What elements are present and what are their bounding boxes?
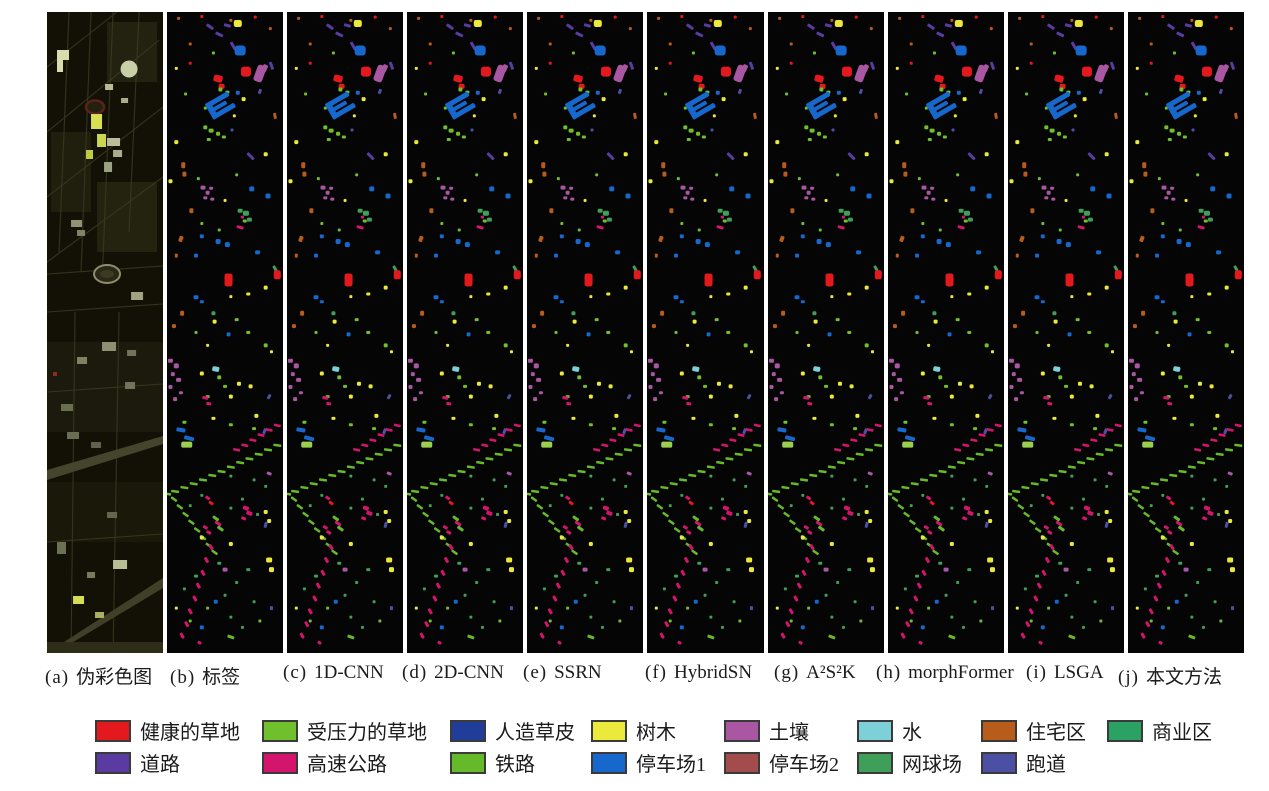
legend-label: 停车场1 [636,754,706,776]
caption-morphformer: (h) morphFormer [876,662,1014,683]
legend-item-stressed-grass: 受压力的草地 [262,716,427,745]
legend-item-trees: 树木 [591,716,676,745]
legend-label: 道路 [140,754,180,776]
legend-item-water: 水 [857,716,922,745]
legend-swatch-tennis-court [857,751,893,774]
caption-1d-cnn: (c) 1D-CNN [283,662,384,683]
legend-item-residential: 住宅区 [981,716,1086,745]
legend-item-road: 道路 [95,748,180,777]
legend-swatch-parking-lot-2 [724,751,760,774]
legend-label: 水 [902,722,922,744]
legend-swatch-water [857,719,893,742]
legend-item-soil: 土壤 [724,716,809,745]
caption-false-color: (a) 伪彩色图 [45,667,153,688]
panel-ground-truth [167,12,284,653]
panel-morphformer [887,12,1004,653]
legend-label: 高速公路 [307,754,387,776]
legend-swatch-healthy-grass [95,719,131,742]
legend-swatch-highway [262,751,298,774]
legend-swatch-trees [591,719,627,742]
caption-proposed: (j) 本文方法 [1118,667,1222,688]
false-color-image [47,12,164,653]
classification-maps-row [47,12,1244,653]
legend-item-healthy-grass: 健康的草地 [95,716,240,745]
legend-swatch-soil [724,719,760,742]
legend-label: 受压力的草地 [307,722,427,744]
legend-label: 健康的草地 [140,722,240,744]
legend-label: 土壤 [769,722,809,744]
legend-swatch-commercial [1107,719,1143,742]
panel-false-color [47,12,164,653]
caption-2d-cnn: (d) 2D-CNN [402,662,504,683]
legend-label: 商业区 [1152,722,1212,744]
legend-label: 停车场2 [769,754,839,776]
map-proposed [1127,12,1244,653]
legend-label: 铁路 [495,754,535,776]
panel-ssrn [527,12,644,653]
legend-item-running-track: 跑道 [981,748,1066,777]
panel-a2s2k [767,12,884,653]
map-morphformer [887,12,1004,653]
legend-swatch-running-track [981,751,1017,774]
legend-item-synthetic-grass: 人造草皮 [450,716,575,745]
panel-proposed [1127,12,1244,653]
legend-item-commercial: 商业区 [1107,716,1212,745]
caption-ssrn: (e) SSRN [523,662,602,683]
caption-ground-truth: (b) 标签 [170,667,241,688]
legend-swatch-railway [450,751,486,774]
map-1d-cnn [287,12,404,653]
caption-hybridsn: (f) HybridSN [645,662,753,683]
legend-label: 树木 [636,722,676,744]
legend-label: 人造草皮 [495,722,575,744]
legend-item-tennis-court: 网球场 [857,748,962,777]
legend-item-parking-lot-1: 停车场1 [591,748,706,777]
caption-a2s2k: (g) A²S²K [774,662,856,683]
panel-1d-cnn [287,12,404,653]
caption-lsga: (i) LSGA [1026,662,1104,683]
legend-swatch-parking-lot-1 [591,751,627,774]
legend-swatch-road [95,751,131,774]
panel-hybridsn [647,12,764,653]
map-hybridsn [647,12,764,653]
legend-label: 跑道 [1026,754,1066,776]
legend-swatch-synthetic-grass [450,719,486,742]
legend-item-railway: 铁路 [450,748,535,777]
legend-swatch-residential [981,719,1017,742]
legend-item-highway: 高速公路 [262,748,387,777]
map-lsga [1007,12,1124,653]
legend-swatch-stressed-grass [262,719,298,742]
legend-label: 住宅区 [1026,722,1086,744]
map-ssrn [527,12,644,653]
panel-lsga [1007,12,1124,653]
panel-2d-cnn [407,12,524,653]
map-a2s2k [767,12,884,653]
legend-item-parking-lot-2: 停车场2 [724,748,839,777]
legend-label: 网球场 [902,754,962,776]
ground-truth-map [167,12,284,653]
caption-row: (a) 伪彩色图 (b) 标签 (c) 1D-CNN (d) 2D-CNN (e) SSR… [0,662,1269,692]
map-2d-cnn [407,12,524,653]
